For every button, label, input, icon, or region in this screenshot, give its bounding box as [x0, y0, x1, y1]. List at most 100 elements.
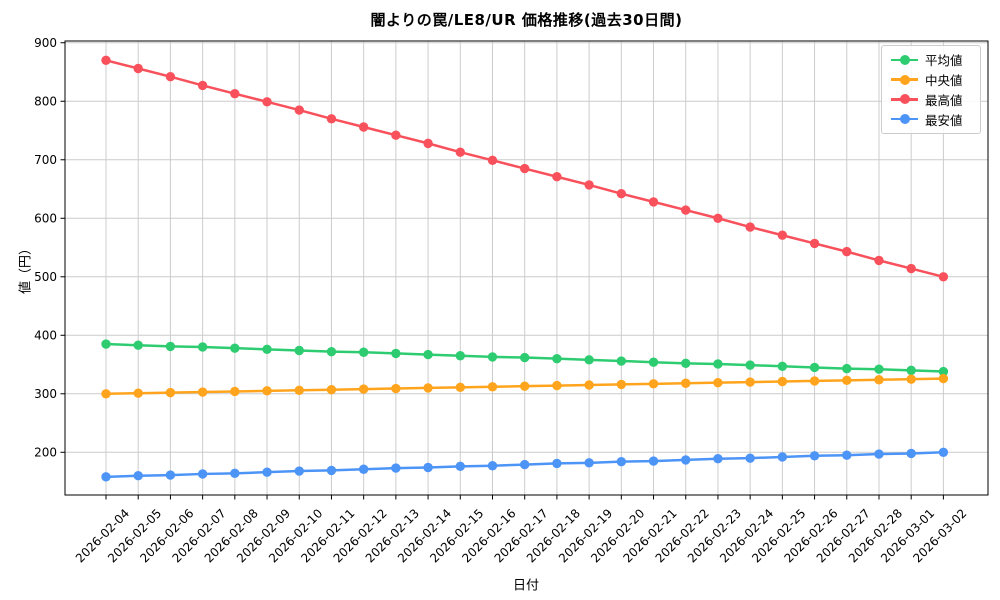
- data-point-median: [713, 377, 723, 388]
- line-marker-icon: [891, 113, 918, 125]
- data-point-max: [294, 105, 304, 115]
- data-point-min: [713, 454, 723, 464]
- data-point-min: [745, 453, 755, 463]
- data-point-average: [713, 359, 723, 369]
- data-point-max: [262, 97, 272, 107]
- data-point-min: [294, 466, 304, 476]
- data-point-median: [326, 384, 337, 395]
- axes-border: [64, 40, 989, 496]
- data-point-max: [906, 263, 916, 274]
- data-point-min: [616, 456, 627, 467]
- data-point-max: [745, 222, 755, 232]
- data-point-max: [584, 180, 594, 190]
- data-point-median: [455, 382, 465, 393]
- x-axis-label: 日付: [512, 578, 540, 594]
- data-point-min: [648, 456, 659, 466]
- data-point-max: [938, 272, 949, 282]
- data-point-average: [294, 345, 304, 356]
- y-tick-label: 300: [34, 387, 57, 401]
- legend-label: 最高値: [925, 92, 963, 108]
- data-point-average: [552, 353, 562, 364]
- data-point-min: [423, 462, 433, 473]
- data-point-max: [552, 172, 562, 182]
- data-point-average: [101, 339, 111, 349]
- data-point-max: [423, 138, 433, 149]
- data-point-average: [874, 364, 884, 374]
- data-point-max: [842, 246, 852, 257]
- data-point-min: [326, 465, 337, 476]
- legend-item-max: 最高値: [891, 90, 972, 109]
- data-point-median: [809, 376, 820, 386]
- data-point-average: [230, 343, 240, 353]
- data-point-median: [584, 380, 594, 390]
- data-point-median: [197, 387, 208, 397]
- data-point-median: [906, 374, 916, 384]
- data-point-median: [616, 379, 627, 390]
- data-point-median: [777, 376, 788, 387]
- data-point-max: [713, 213, 723, 223]
- data-point-min: [777, 452, 788, 462]
- data-point-min: [262, 467, 272, 477]
- y-tick-label: 800: [34, 95, 57, 109]
- chart-title: 闇よりの罠/LE8/UR 価格推移(過去30日間): [370, 11, 683, 29]
- data-point-min: [552, 458, 562, 469]
- data-point-median: [745, 377, 755, 387]
- data-point-min: [874, 449, 884, 459]
- data-point-median: [520, 381, 530, 391]
- data-point-average: [165, 341, 176, 352]
- data-point-average: [133, 340, 143, 350]
- data-point-median: [358, 384, 369, 394]
- data-point-average: [358, 347, 369, 357]
- data-point-max: [165, 71, 176, 82]
- data-point-median: [648, 379, 659, 389]
- line-marker-icon: [891, 93, 918, 105]
- y-tick-label: 200: [34, 446, 57, 460]
- legend-item-min: 最安値: [891, 110, 972, 129]
- legend-label: 平均値: [925, 53, 963, 69]
- legend-label: 中央値: [925, 73, 963, 89]
- line-marker-icon: [891, 74, 918, 86]
- data-point-max: [197, 80, 208, 91]
- data-point-max: [455, 147, 465, 157]
- data-point-max: [648, 197, 659, 207]
- legend: 平均値 中央値 最高値 最安値: [881, 45, 981, 134]
- data-point-average: [326, 346, 337, 357]
- data-point-average: [809, 362, 820, 373]
- y-axis-label: 値（円）: [18, 241, 34, 295]
- data-point-average: [262, 344, 272, 355]
- data-point-median: [423, 383, 433, 393]
- data-point-max: [358, 122, 369, 132]
- data-point-average: [906, 365, 916, 376]
- legend-item-average: 平均値: [891, 50, 972, 69]
- data-point-min: [809, 451, 820, 461]
- data-point-max: [616, 188, 627, 199]
- data-point-average: [681, 358, 691, 369]
- data-point-median: [262, 386, 272, 396]
- data-point-average: [423, 349, 433, 360]
- y-tick-label: 600: [34, 212, 57, 226]
- data-point-min: [197, 469, 208, 479]
- data-point-max: [230, 88, 240, 99]
- data-point-median: [101, 389, 111, 399]
- data-point-max: [520, 163, 530, 174]
- y-tick-label: 500: [34, 270, 57, 284]
- data-point-median: [681, 378, 691, 388]
- data-point-average: [520, 352, 530, 363]
- data-point-min: [101, 472, 111, 482]
- data-point-median: [938, 373, 949, 384]
- line-marker-icon: [891, 54, 918, 66]
- data-point-max: [681, 205, 691, 215]
- data-point-min: [391, 463, 401, 473]
- data-point-average: [842, 363, 852, 374]
- data-point-median: [391, 383, 401, 394]
- data-point-average: [197, 342, 208, 352]
- data-point-average: [455, 351, 465, 361]
- data-point-median: [230, 386, 240, 397]
- data-point-min: [230, 468, 240, 479]
- data-point-average: [648, 357, 659, 367]
- legend-label: 最安値: [925, 112, 963, 128]
- data-point-min: [681, 455, 691, 465]
- y-tick-label: 700: [34, 153, 57, 167]
- data-point-min: [906, 448, 916, 459]
